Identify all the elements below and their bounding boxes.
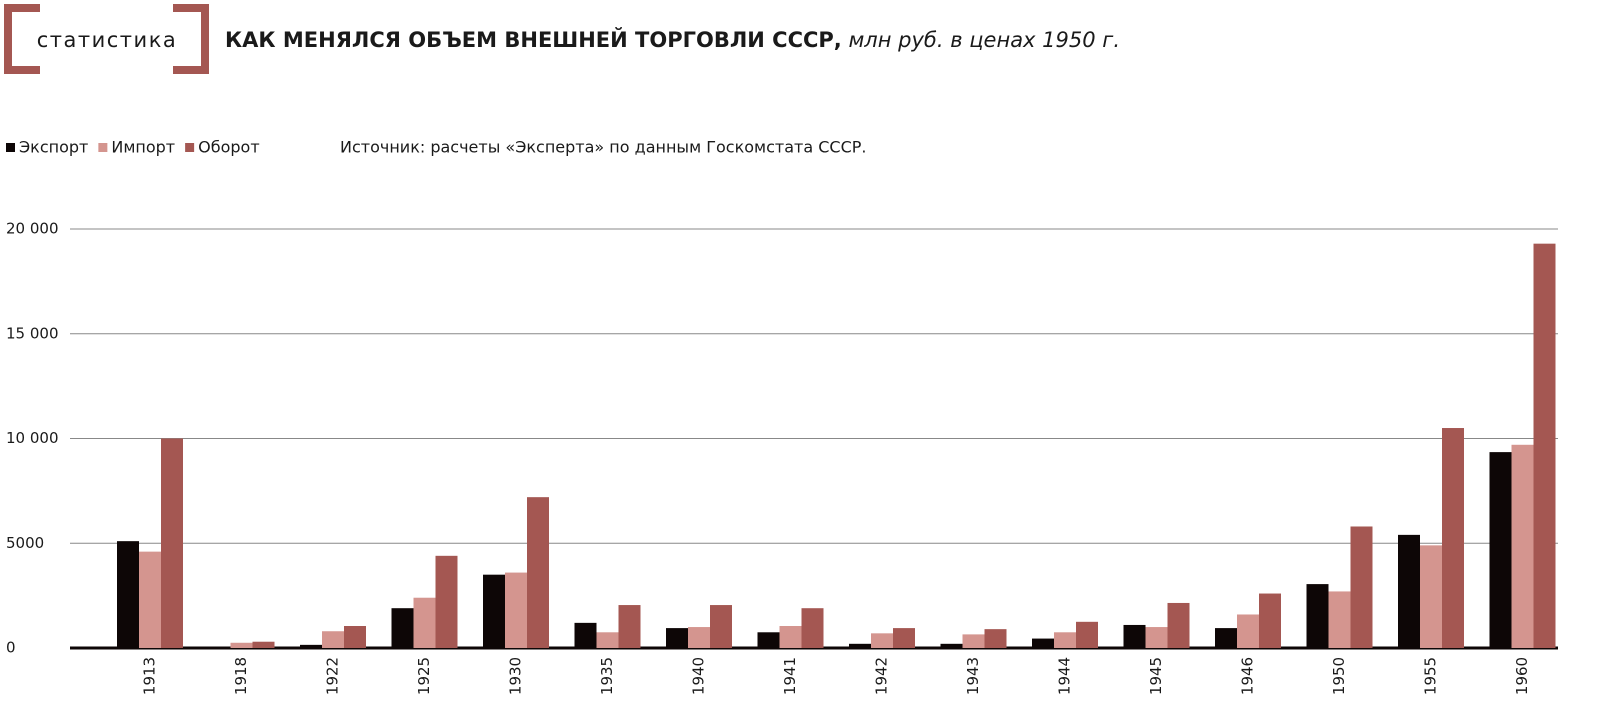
bar [666,628,688,648]
bar [1054,632,1076,648]
bar [435,555,458,648]
bar [1076,621,1098,648]
y-tick-label: 5000 [6,534,44,552]
rubric-badge: статистика [4,4,209,74]
bar [527,497,549,648]
bar [618,605,641,648]
bar [1533,243,1556,649]
bar [1032,638,1054,648]
x-tick-label: 1941 [781,657,799,695]
x-tick-label: 1925 [415,657,433,695]
bar [710,605,732,648]
bracket [4,4,40,74]
title: КАК МЕНЯЛСЯ ОБЪЕМ ВНЕШНЕЙ ТОРГОВЛИ СССР, [225,27,842,52]
bar [962,634,985,648]
bar [757,632,780,648]
x-tick-label: 1950 [1330,657,1348,695]
bar [688,627,710,648]
x-tick-label: 1935 [598,657,616,695]
x-tick-label: 1943 [964,657,982,695]
bar [574,622,597,648]
bar [779,626,802,648]
bar [483,574,505,648]
y-tick-label: 0 [6,639,16,657]
legend-swatch [98,143,108,152]
bar [505,572,527,648]
legend-swatch [6,143,15,152]
x-tick-label: 1930 [507,657,525,695]
x-tick-label: 1955 [1422,657,1440,695]
y-tick-label: 20 000 [6,220,59,238]
bracket [173,4,209,74]
x-tick-label: 1946 [1239,657,1257,695]
y-tick-label: 15 000 [6,324,59,342]
bar [208,646,231,648]
y-tick-label: 10 000 [6,429,59,447]
bar [1328,591,1351,648]
legend-label: Экспорт [19,138,88,157]
bar [117,541,139,648]
x-tick-label: 1945 [1147,657,1165,695]
bar [1145,627,1168,648]
bar [1259,593,1281,648]
legend: Экспорт Импорт Оборот [6,138,260,157]
bar [413,597,436,648]
bar [1442,428,1464,648]
bar [801,608,824,648]
bar [1123,624,1146,648]
bar [984,629,1007,648]
bar [1306,584,1329,648]
bar [1511,444,1534,648]
source: Источник: расчеты «Эксперта» по данным Г… [340,138,866,157]
bar [893,628,915,648]
bar [344,626,366,648]
bar [161,438,183,648]
bar [1398,534,1420,648]
x-tick-label: 1960 [1513,657,1531,695]
bar [1350,526,1373,648]
legend-label: Оборот [198,138,260,157]
bar [1215,628,1237,648]
bar [1420,545,1442,648]
bar [252,641,275,648]
bar [300,644,322,648]
bar [871,633,893,648]
x-tick-label: 1913 [141,657,159,695]
bar [940,643,963,648]
x-tick-label: 1942 [873,657,891,695]
x-tick-label: 1922 [324,657,342,695]
bar [1489,452,1512,648]
bar [230,642,253,648]
bar [139,551,161,648]
rubric: статистика [37,28,178,52]
bar [322,631,344,648]
chart-title: КАК МЕНЯЛСЯ ОБЪЕМ ВНЕШНЕЙ ТОРГОВЛИ СССР,… [225,27,1120,52]
subtitle: млн руб. в ценах 1950 г. [848,28,1120,52]
legend-label: Импорт [111,138,175,157]
x-tick-label: 1944 [1056,657,1074,695]
bar [596,632,619,648]
legend-swatch [185,143,195,152]
bar [849,643,871,648]
bar [1237,614,1259,648]
bar [1167,602,1190,648]
bar [391,608,414,648]
x-tick-label: 1940 [690,657,708,695]
x-tick-label: 1918 [232,657,250,695]
